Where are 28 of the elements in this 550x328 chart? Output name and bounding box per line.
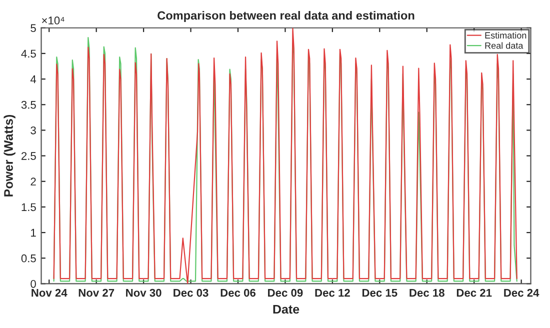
chart-title: Comparison between real data and estimation — [158, 10, 414, 22]
x-tick-label: Nov 27 — [78, 288, 114, 297]
y-tick-label: 0.5 — [21, 254, 36, 262]
x-tick-label: Nov 30 — [126, 288, 162, 297]
y-tick-label: 3 — [30, 126, 36, 134]
y-tick-label: 1.5 — [22, 203, 36, 212]
x-tick-label: Dec 21 — [456, 288, 492, 297]
y-tick-label: 3.5 — [21, 100, 36, 109]
x-tick-label: Dec 03 — [174, 288, 208, 297]
y-axis-title: Power (Watts) — [4, 114, 16, 196]
legend-label: Real data — [485, 42, 524, 49]
y-tick-label: 2 — [30, 178, 36, 186]
x-tick-label: Dec 24 — [504, 288, 540, 297]
y-tick-label: 5 — [30, 24, 36, 32]
text: ×10⁴ — [42, 16, 64, 24]
x-axis-title: Date — [273, 304, 300, 314]
x-tick-label: Dec 18 — [410, 288, 444, 297]
x-tick-label: Dec 06 — [220, 288, 256, 297]
y-tick-label: 2.5 — [22, 152, 36, 160]
y-tick-label: 4.5 — [21, 50, 36, 58]
y-tick-label: 4 — [30, 75, 36, 84]
y-tick-label: 1 — [31, 228, 36, 237]
legend-label: Estimation — [485, 32, 526, 39]
x-tick-label: Nov 24 — [32, 288, 68, 297]
x-tick-label: Dec 12 — [315, 288, 350, 297]
x-tick-label: Dec 09 — [268, 288, 303, 297]
y-tick-label: 0 — [30, 280, 36, 288]
x-tick-label: Dec 15 — [362, 288, 398, 297]
